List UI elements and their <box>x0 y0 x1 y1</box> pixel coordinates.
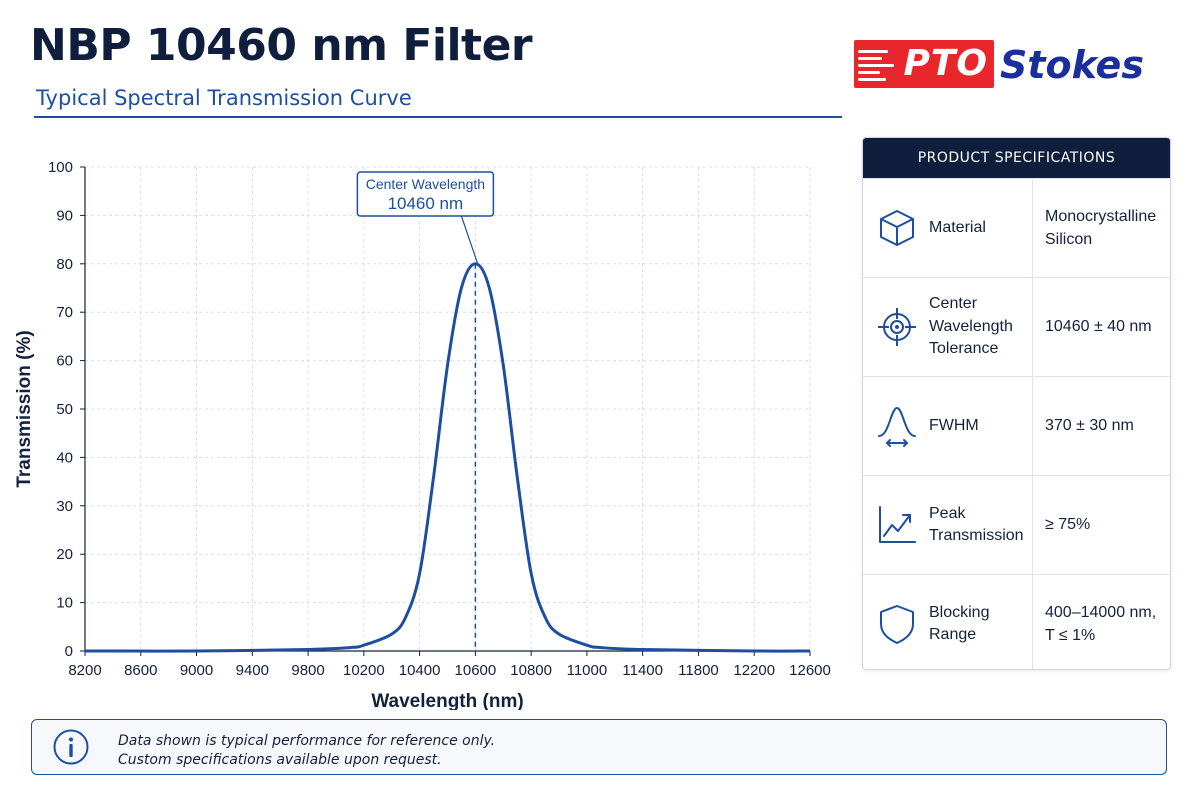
spec-label-cell: Blocking Range <box>863 575 1033 669</box>
spec-label: Blocking Range <box>929 603 990 643</box>
x-tick-label: 10400 <box>399 662 441 679</box>
chart-ticks: 0 10 20 30 40 50 60 70 80 90 100 8200 8600 9000 9400 98… <box>48 159 831 679</box>
page-title: NBP 10460 nm Filter <box>30 20 533 71</box>
spec-label-cell: Center Wavelength Tolerance <box>863 278 1033 376</box>
y-tick-label: 30 <box>56 498 73 515</box>
product-specifications-panel: PRODUCT SPECIFICATIONS Material Monocrys… <box>862 137 1171 670</box>
x-tick-label: 12600 <box>789 662 831 679</box>
specs-header: PRODUCT SPECIFICATIONS <box>863 138 1170 178</box>
y-tick-label: 40 <box>56 449 73 466</box>
logo-text-blue: Stokes <box>1000 43 1144 87</box>
disclaimer-note: Data shown is typical performance for re… <box>31 719 1167 775</box>
logo-stripe <box>858 57 882 60</box>
bell-curve-icon <box>878 406 916 447</box>
x-tick-label: 8600 <box>124 662 157 679</box>
spec-value: 10460 ± 40 nm <box>1045 318 1152 336</box>
spec-value: ≥ 75% <box>1045 516 1091 534</box>
y-tick-label: 0 <box>65 643 73 660</box>
spec-label: Peak Transmission <box>929 504 1024 544</box>
shield-icon <box>880 605 914 644</box>
brand-logo: PTO Stokes <box>854 40 1174 92</box>
spec-label-cell: Peak Transmission <box>863 476 1033 574</box>
annotation-leader-line <box>460 215 478 263</box>
spec-row-blocking-range: Blocking Range 400–14000 nm, T ≤ 1% <box>863 574 1170 669</box>
note-line: Custom specifications available upon req… <box>118 751 442 768</box>
spec-row-center-wavelength-tolerance: Center Wavelength Tolerance 10460 ± 40 n… <box>863 277 1170 376</box>
x-tick-label: 12200 <box>733 662 775 679</box>
logo-stripe <box>858 78 886 81</box>
x-tick-label: 9400 <box>236 662 269 679</box>
spec-value: 370 ± 30 nm <box>1045 417 1134 435</box>
logo-stripe <box>858 64 894 67</box>
x-tick-label: 9800 <box>291 662 324 679</box>
x-tick-label: 11000 <box>567 662 608 679</box>
page-subtitle: Typical Spectral Transmission Curve <box>36 86 412 110</box>
y-tick-label: 70 <box>56 304 73 321</box>
y-tick-label: 50 <box>56 401 73 418</box>
y-tick-label: 20 <box>56 546 73 563</box>
spec-label-cell: Material <box>863 179 1033 277</box>
transmission-curve <box>84 262 811 653</box>
spec-value: Monocrystalline Silicon <box>1045 207 1157 248</box>
note-text: Data shown is typical performance for re… <box>118 732 495 770</box>
x-tick-label: 11400 <box>622 662 663 679</box>
y-tick-label: 80 <box>56 256 73 273</box>
transmission-chart: 0 10 20 30 40 50 60 70 80 90 100 8200 8600 9000 9400 98… <box>14 159 831 710</box>
x-tick-label: 11800 <box>678 662 719 679</box>
note-line: Data shown is typical performance for re… <box>118 733 496 749</box>
x-tick-label: 9000 <box>180 662 213 679</box>
y-tick-label: 10 <box>56 595 73 612</box>
x-axis-title: Wavelength (nm) <box>371 691 523 710</box>
target-icon <box>878 308 916 346</box>
spec-row-peak-transmission: Peak Transmission ≥ 75% <box>863 475 1170 574</box>
cube-icon <box>880 210 914 246</box>
annotation-box <box>356 171 495 217</box>
spec-label: FWHM <box>929 416 979 434</box>
y-tick-label: 60 <box>56 353 73 370</box>
x-tick-label: 10200 <box>343 662 385 679</box>
logo-red-box: PTO <box>854 40 994 88</box>
spec-value: 400–14000 nm, T ≤ 1% <box>1045 603 1157 644</box>
x-tick-label: 10600 <box>455 662 497 679</box>
logo-text-red: PTO <box>903 43 988 84</box>
y-tick-label: 100 <box>48 159 73 176</box>
chart-grid <box>84 166 811 652</box>
x-tick-label: 8200 <box>68 662 101 679</box>
annotation-label: Center Wavelength <box>366 176 485 192</box>
spec-label-cell: FWHM <box>863 377 1033 475</box>
x-tick-label: 10800 <box>510 662 552 679</box>
info-icon <box>53 729 89 765</box>
spec-label: Material <box>929 218 986 236</box>
spec-label: Center Wavelength Tolerance <box>929 295 1013 358</box>
logo-stripe <box>858 71 880 74</box>
y-axis-title: Transmission (%) <box>14 330 35 487</box>
trend-up-icon <box>879 506 916 543</box>
annotation-value: 10460 nm <box>388 194 464 213</box>
spec-row-fwhm: FWHM 370 ± 30 nm <box>863 376 1170 475</box>
title-divider <box>34 116 842 118</box>
spec-row-material: Material Monocrystalline Silicon <box>863 178 1170 277</box>
y-tick-label: 90 <box>56 207 73 224</box>
logo-stripe <box>858 50 888 53</box>
